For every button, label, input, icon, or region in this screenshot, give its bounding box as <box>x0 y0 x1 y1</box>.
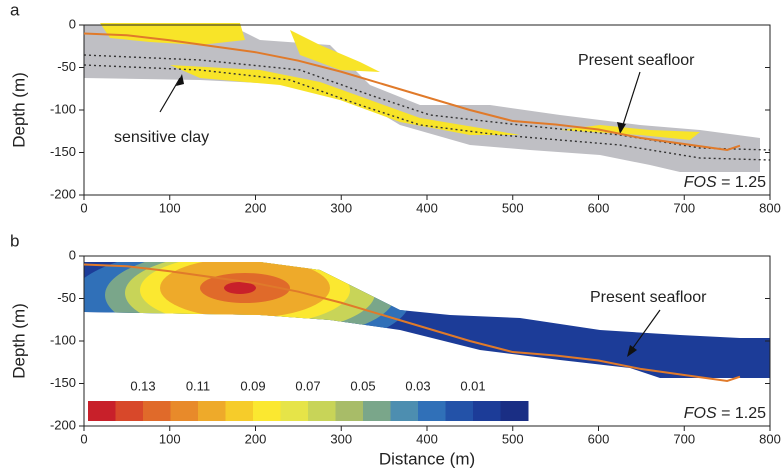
x-tick-label: 500 <box>502 431 524 446</box>
clay-boundary <box>83 64 771 161</box>
seafloor-line <box>83 263 741 382</box>
y-tick-label: -50 <box>57 290 76 305</box>
x-tick-label: 100 <box>159 431 181 446</box>
colorbar-cell <box>115 401 144 421</box>
colorbar-label: 0.05 <box>350 378 375 393</box>
y-tick-label: 0 <box>69 16 76 31</box>
colorbar-cell <box>280 401 309 421</box>
seafloor-label: Present seafloor <box>578 52 695 69</box>
colorbar-cell <box>418 401 446 421</box>
colorbar-cell <box>473 401 501 421</box>
clay-label: sensitive clay <box>114 129 209 146</box>
colorbar-cell <box>308 401 336 421</box>
x-tick-label: 400 <box>416 431 438 446</box>
soil-body <box>84 25 760 172</box>
x-tick-label: 0 <box>80 431 87 446</box>
colorbar-cell <box>445 401 474 421</box>
x-tick-label: 800 <box>759 431 781 446</box>
x-tick-label: 800 <box>759 200 781 215</box>
x-tick-label: 200 <box>245 200 267 215</box>
colorbar-label: 0.11 <box>186 378 210 393</box>
colorbar-label: 0.09 <box>240 378 265 393</box>
safety-field <box>84 262 770 378</box>
y-tick-label: 0 <box>69 247 76 262</box>
y-tick-label: -200 <box>50 417 76 432</box>
colorbar-cell <box>335 401 364 421</box>
fos-label: FOS <box>684 405 717 422</box>
panel-label: b <box>10 231 19 250</box>
y-tick-label: -150 <box>50 144 76 159</box>
x-tick-label: 100 <box>159 200 181 215</box>
weak-zone <box>100 23 245 45</box>
colorbar-cell <box>170 401 199 421</box>
colorbar-cell <box>363 401 391 421</box>
x-axis-label: Distance (m) <box>379 449 475 468</box>
x-tick-label: 200 <box>245 431 267 446</box>
y-tick-label: -200 <box>50 186 76 201</box>
colorbar-cell <box>88 401 116 421</box>
fos: FOS = 1.25 <box>684 405 766 422</box>
colorbar-cell <box>143 401 171 421</box>
fos-value: = 1.25 <box>721 405 766 422</box>
arrow <box>159 77 181 113</box>
seafloor-label: Present seafloor <box>590 289 707 306</box>
y-axis-label: Depth (m) <box>9 72 28 148</box>
seafloor-line <box>83 32 741 151</box>
panel-label: a <box>10 0 20 19</box>
fos-label: FOS <box>684 174 717 191</box>
x-tick-label: 700 <box>673 200 695 215</box>
x-tick-label: 600 <box>588 431 610 446</box>
arrow-head <box>176 74 184 86</box>
y-tick-label: -50 <box>57 59 76 74</box>
x-tick-label: 400 <box>416 200 438 215</box>
x-tick-label: 300 <box>330 200 352 215</box>
colorbar-label: 0.07 <box>295 378 320 393</box>
colorbar-cell <box>225 401 254 421</box>
colorbar-cell <box>390 401 419 421</box>
y-tick-label: -150 <box>50 375 76 390</box>
fos: FOS = 1.25 <box>684 174 766 191</box>
x-tick-label: 0 <box>80 200 87 215</box>
arrow-head <box>627 345 637 357</box>
y-axis-label: Depth (m) <box>9 303 28 379</box>
colorbar-label: 0.01 <box>460 378 485 393</box>
arrow-head <box>617 122 626 134</box>
x-tick-label: 300 <box>330 431 352 446</box>
colorbar-label: 0.03 <box>405 378 430 393</box>
x-tick-label: 600 <box>588 200 610 215</box>
y-tick-label: -100 <box>50 101 76 116</box>
fos-value: = 1.25 <box>721 174 766 191</box>
y-tick-label: -100 <box>50 332 76 347</box>
x-tick-label: 700 <box>673 431 695 446</box>
colorbar-cell <box>198 401 226 421</box>
arrow <box>621 71 641 129</box>
colorbar-cell <box>500 401 529 421</box>
colorbar-cell <box>253 401 281 421</box>
colorbar-label: 0.13 <box>130 378 155 393</box>
weak-zone <box>290 30 380 72</box>
arrow <box>629 309 661 353</box>
x-tick-label: 500 <box>502 200 524 215</box>
